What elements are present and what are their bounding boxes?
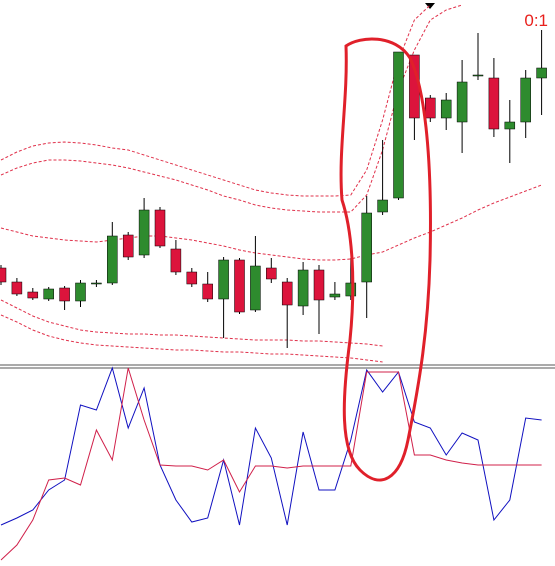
candle-body bbox=[170, 248, 182, 273]
candle-body bbox=[297, 269, 309, 307]
candle-body bbox=[107, 235, 118, 284]
candle-body bbox=[281, 281, 293, 306]
candle-body bbox=[234, 259, 245, 313]
candle-body bbox=[27, 291, 39, 299]
indicator-line bbox=[0, 367, 542, 561]
band-line bbox=[0, 4, 431, 197]
annotation: 0:1 bbox=[524, 11, 548, 30]
candle-body bbox=[75, 282, 86, 302]
shift-marker bbox=[425, 3, 435, 9]
candle-body bbox=[329, 293, 341, 298]
candle-body bbox=[345, 282, 357, 297]
candle-body bbox=[138, 209, 150, 256]
candle-body bbox=[154, 209, 166, 247]
candle-body bbox=[0, 267, 7, 283]
candle-body bbox=[186, 271, 198, 285]
candle-body bbox=[313, 269, 325, 301]
candle-body bbox=[488, 77, 500, 130]
candle-body bbox=[504, 121, 516, 130]
candle-body bbox=[456, 81, 468, 123]
candle-body bbox=[536, 67, 547, 79]
candle-body bbox=[361, 212, 372, 283]
candle-body bbox=[43, 288, 54, 300]
plot-layer bbox=[0, 4, 547, 561]
candle-body bbox=[520, 77, 531, 123]
candle-body bbox=[425, 97, 436, 119]
candle-body bbox=[122, 234, 134, 258]
candle-body bbox=[377, 199, 388, 213]
candle-body bbox=[472, 74, 484, 77]
candle-body bbox=[218, 259, 229, 300]
candle-body bbox=[250, 265, 261, 311]
candle-body bbox=[266, 267, 277, 280]
band-line bbox=[0, 184, 542, 261]
indicator-line bbox=[0, 366, 542, 526]
band-line bbox=[0, 314, 383, 363]
candle-body bbox=[91, 282, 102, 285]
candle-body bbox=[202, 283, 213, 300]
candle-body bbox=[59, 287, 70, 302]
band-line bbox=[0, 4, 463, 213]
band-line bbox=[0, 299, 383, 347]
hand-drawn-highlight bbox=[339, 37, 432, 482]
candle-body bbox=[440, 99, 452, 119]
candle-body bbox=[393, 51, 404, 199]
candle-body bbox=[11, 281, 23, 295]
